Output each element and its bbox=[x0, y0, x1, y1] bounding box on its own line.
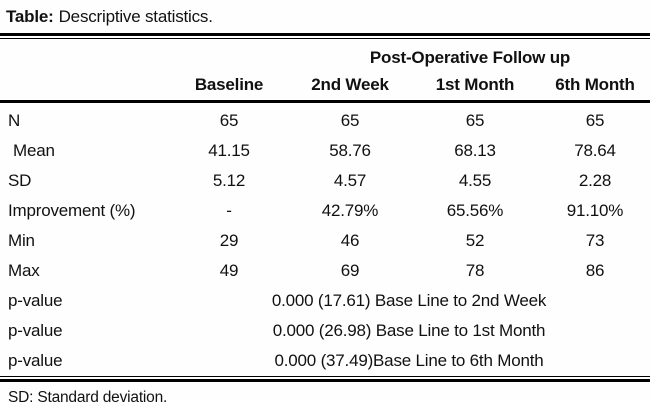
table-row-improvement: Improvement (%) - 42.79% 65.56% 91.10% bbox=[0, 196, 650, 226]
cell-improvement-baseline: - bbox=[226, 201, 232, 220]
row-label-n: N bbox=[8, 111, 21, 130]
table-row-sd: SD 5.12 4.57 4.55 2.28 bbox=[0, 166, 650, 196]
column-header-2nd-week: 2nd Week bbox=[290, 68, 410, 103]
row-label-sd: SD bbox=[8, 171, 32, 190]
cell-improvement-1st-month: 65.56% bbox=[446, 201, 504, 220]
group-header-row: Post-Operative Follow up bbox=[0, 39, 650, 68]
table-caption-prefix: Table: bbox=[6, 7, 54, 26]
cell-n-1st-month: 65 bbox=[465, 111, 485, 130]
table-header: Post-Operative Follow up Baseline 2nd We… bbox=[0, 39, 650, 103]
group-header-spacer bbox=[0, 39, 290, 68]
cell-min-2nd-week: 46 bbox=[340, 231, 360, 250]
cell-sd-1st-month: 4.55 bbox=[458, 171, 492, 190]
cell-sd-2nd-week: 4.57 bbox=[333, 171, 367, 190]
column-header-empty bbox=[0, 68, 168, 103]
cell-max-6th-month: 86 bbox=[585, 261, 605, 280]
cell-improvement-6th-month: 91.10% bbox=[566, 201, 624, 220]
table-row-min: Min 29 46 52 73 bbox=[0, 226, 650, 256]
table-row-pvalue-2nd-week: p-value 0.000 (17.61) Base Line to 2nd W… bbox=[0, 286, 650, 316]
cell-n-6th-month: 65 bbox=[585, 111, 605, 130]
column-header-6th-month: 6th Month bbox=[540, 68, 650, 103]
cell-min-baseline: 29 bbox=[219, 231, 239, 250]
cell-mean-2nd-week: 58.76 bbox=[329, 141, 371, 160]
row-label-pvalue-3: p-value bbox=[8, 351, 63, 370]
table-caption-text: Descriptive statistics. bbox=[58, 7, 213, 26]
row-label-max: Max bbox=[8, 261, 40, 280]
cell-max-baseline: 49 bbox=[219, 261, 239, 280]
cell-pvalue-6th-month: 0.000 (37.49)Base Line to 6th Month bbox=[274, 351, 544, 370]
row-label-pvalue-2: p-value bbox=[8, 321, 63, 340]
cell-max-1st-month: 78 bbox=[465, 261, 485, 280]
cell-pvalue-1st-month: 0.000 (26.98) Base Line to 1st Month bbox=[272, 321, 546, 340]
cell-mean-1st-month: 68.13 bbox=[454, 141, 496, 160]
cell-min-6th-month: 73 bbox=[585, 231, 605, 250]
cell-sd-6th-month: 2.28 bbox=[578, 171, 612, 190]
cell-max-2nd-week: 69 bbox=[340, 261, 360, 280]
table-row-n: N 65 65 65 65 bbox=[0, 102, 650, 137]
bottom-double-rule bbox=[0, 376, 650, 382]
table-footnote: SD: Standard deviation. bbox=[8, 389, 168, 406]
column-header-row: Baseline 2nd Week 1st Month 6th Month bbox=[0, 68, 650, 103]
cell-improvement-2nd-week: 42.79% bbox=[321, 201, 379, 220]
group-header-postoperative: Post-Operative Follow up bbox=[369, 48, 571, 67]
table-row-max: Max 49 69 78 86 bbox=[0, 256, 650, 286]
table-body: N 65 65 65 65 Mean 41.15 58.76 68.13 78.… bbox=[0, 102, 650, 377]
row-label-mean: Mean bbox=[13, 141, 55, 160]
table-caption: Table: Descriptive statistics. bbox=[0, 4, 650, 33]
row-label-pvalue-1: p-value bbox=[8, 291, 63, 310]
descriptive-statistics-table: Post-Operative Follow up Baseline 2nd We… bbox=[0, 39, 650, 376]
table-row-mean: Mean 41.15 58.76 68.13 78.64 bbox=[0, 136, 650, 166]
cell-min-1st-month: 52 bbox=[465, 231, 485, 250]
column-header-baseline: Baseline bbox=[168, 68, 290, 103]
cell-n-baseline: 65 bbox=[219, 111, 239, 130]
row-label-min: Min bbox=[8, 231, 35, 250]
cell-mean-baseline: 41.15 bbox=[208, 141, 250, 160]
cell-n-2nd-week: 65 bbox=[340, 111, 360, 130]
top-double-rule bbox=[0, 33, 650, 39]
cell-sd-baseline: 5.12 bbox=[212, 171, 246, 190]
cell-mean-6th-month: 78.64 bbox=[574, 141, 616, 160]
column-header-1st-month: 1st Month bbox=[410, 68, 540, 103]
table-row-pvalue-6th-month: p-value 0.000 (37.49)Base Line to 6th Mo… bbox=[0, 346, 650, 376]
row-label-improvement: Improvement (%) bbox=[8, 201, 136, 220]
table-row-pvalue-1st-month: p-value 0.000 (26.98) Base Line to 1st M… bbox=[0, 316, 650, 346]
cell-pvalue-2nd-week: 0.000 (17.61) Base Line to 2nd Week bbox=[271, 291, 547, 310]
